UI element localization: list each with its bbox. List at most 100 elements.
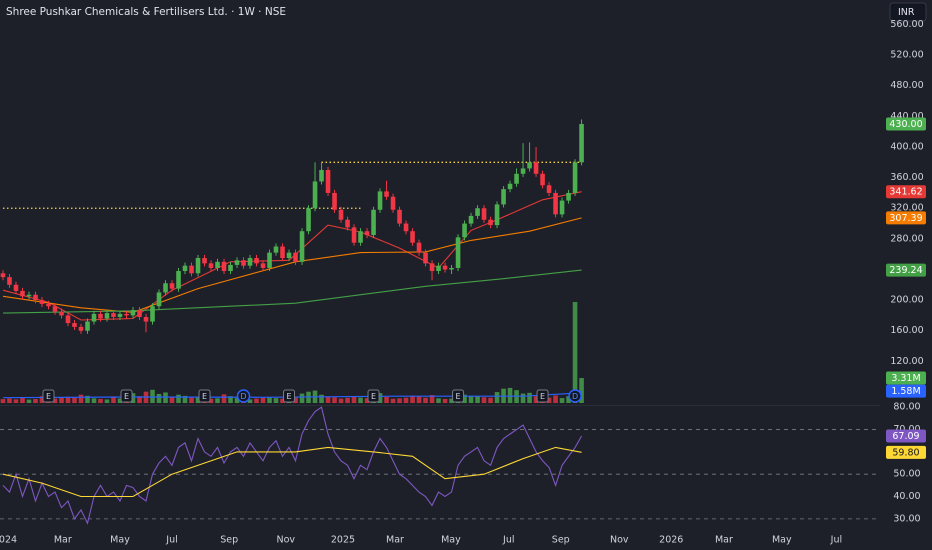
price-badge-label: 59.80 [892,447,919,458]
candle-body [163,283,168,293]
x-tick-label: Jul [502,535,514,546]
candle-body [0,273,6,278]
candle-body [553,192,558,215]
candle-body [78,326,84,331]
candle-body [501,189,506,205]
volume-bar [442,398,448,403]
event-marker [452,389,465,403]
volume-bar [520,393,526,403]
volume-bar [364,398,370,403]
candle-body [423,252,428,264]
candle-body [390,196,396,210]
volume-bar [98,398,103,403]
price-badge [886,429,926,443]
event-label: E [124,392,129,401]
volume-bar [111,396,116,403]
volume-bar [189,397,194,403]
volume-bar [358,397,363,403]
x-tick-label: Sep [552,535,570,546]
candle-body [494,204,500,226]
candle-body [397,209,402,224]
candle-body [286,252,292,259]
candle-body [20,290,25,297]
event-label: D [572,392,578,401]
candle-body [124,313,129,316]
volume-bar [579,378,584,403]
volume-bar [488,397,493,403]
event-label: E [456,392,461,401]
price-badge-label: 341.62 [889,187,922,198]
price-badge-label: 430.00 [889,119,922,130]
candle-body [91,313,97,322]
price-badge-label: 67.09 [892,431,919,442]
volume-bar [507,387,513,403]
volume-bar [59,397,64,403]
y-tick-label: 480.00 [890,80,923,91]
candle-body [234,260,240,265]
candle-body [325,169,331,193]
price-badge-label: 307.39 [889,213,922,224]
volume-bar [52,398,58,403]
candle-body [403,223,409,232]
currency-label[interactable]: INR [898,7,915,18]
event-marker [198,389,211,403]
volume-bar [182,395,188,403]
volume-bar [397,398,402,403]
candle-body [52,306,58,312]
y-tick-label: 520.00 [890,50,923,61]
candle-body [189,265,194,274]
candle-body [410,231,415,243]
candle-body [221,261,227,272]
candle-body [254,258,259,264]
candle-body [462,223,467,238]
x-tick-label: May [772,535,792,546]
y-tick-label: 280.00 [890,233,923,244]
volume-bar [273,398,279,403]
candle-body [156,292,162,307]
x-tick-label: Jul [165,535,177,546]
currency-button[interactable] [889,2,927,22]
volume-bar [234,398,240,403]
event-label: E [540,392,545,401]
candle-body [416,242,422,253]
candle-body [566,192,571,201]
candle-body [72,323,77,327]
candle-body [546,185,552,193]
candle-body [572,162,578,193]
y-tick-label: 440.00 [890,111,923,122]
candle-body [351,227,357,243]
candle-body [488,219,493,226]
volume-bar [267,397,272,403]
candle-body [358,231,363,243]
event-marker [536,389,549,403]
event-label: E [371,392,376,401]
price-badge [886,117,926,131]
volume-bar [553,395,558,403]
volume-bar [345,397,350,403]
volume-bar [104,399,110,403]
volume-bar [176,394,181,403]
event-label: D [240,392,246,401]
y-tick-label: 80.00 [893,402,920,413]
volume-bar [299,393,305,403]
event-label: E [46,392,51,401]
volume-bar [254,398,259,403]
x-tick-label: Mar [386,535,404,546]
event-marker [568,389,582,403]
series-line [2,406,583,525]
volume-bar [215,398,220,403]
volume-bar [416,396,422,403]
x-tick-label: Mar [715,535,733,546]
candle-body [449,267,454,270]
volume-bar [260,397,266,403]
candle-body [111,313,116,317]
volume-bar [228,396,233,403]
candle-body [384,191,389,197]
y-tick-label: 320.00 [890,203,923,214]
volume-bar [377,393,383,403]
volume-bar [410,395,415,403]
volume-bar [85,395,90,403]
